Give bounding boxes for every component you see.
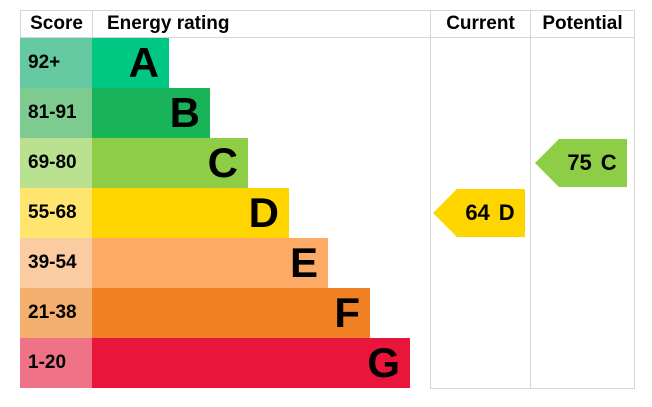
- header-potential-label: Potential: [542, 13, 623, 34]
- score-range: 92+: [28, 52, 61, 73]
- score-range: 21-38: [28, 302, 77, 323]
- band-bar: F: [92, 288, 370, 338]
- score-cell: 55-68: [20, 188, 92, 238]
- score-cell: 92+: [20, 38, 92, 88]
- band-bar: B: [92, 88, 210, 138]
- band-bar: D: [92, 188, 289, 238]
- band-letter: F: [334, 289, 360, 336]
- score-cell: 21-38: [20, 288, 92, 338]
- band-bar: A: [92, 38, 169, 88]
- potential-score-value: 75: [567, 150, 592, 175]
- band-letter: E: [289, 239, 318, 286]
- header-potential: Potential: [530, 10, 635, 38]
- score-range: 39-54: [28, 252, 77, 273]
- band-row: 81-91 B: [20, 88, 210, 138]
- score-range: 55-68: [28, 202, 77, 223]
- band-row: 39-54 E: [20, 238, 328, 288]
- band-row: 55-68 D: [20, 188, 289, 238]
- band-letter: A: [128, 39, 159, 86]
- band-bar: G: [92, 338, 410, 388]
- band-row: 92+ A: [20, 38, 169, 88]
- band-row: 21-38 F: [20, 288, 370, 338]
- band-bar: C: [92, 138, 248, 188]
- header-score-label: Score: [30, 13, 83, 34]
- potential-band-letter: C: [600, 150, 617, 175]
- header-score: Score: [20, 10, 92, 38]
- header-current-label: Current: [446, 13, 515, 34]
- band-letter: B: [169, 89, 200, 136]
- header-energy-rating: Energy rating: [92, 10, 430, 38]
- potential-column: [530, 38, 635, 389]
- band-row: 69-80 C: [20, 138, 248, 188]
- score-range: 1-20: [28, 352, 67, 373]
- header-energy-rating-label: Energy rating: [107, 13, 230, 34]
- score-range: 69-80: [28, 152, 77, 173]
- band-bar: E: [92, 238, 328, 288]
- band-letter: C: [207, 139, 238, 186]
- band-letter: G: [367, 339, 400, 386]
- current-score-value: 64: [465, 200, 490, 225]
- header-current: Current: [430, 10, 530, 38]
- band-letter: D: [248, 189, 279, 236]
- current-band-letter: D: [498, 200, 515, 225]
- score-range: 81-91: [28, 102, 77, 123]
- band-row: 1-20 G: [20, 338, 410, 388]
- score-cell: 1-20: [20, 338, 92, 388]
- score-cell: 81-91: [20, 88, 92, 138]
- score-cell: 39-54: [20, 238, 92, 288]
- score-cell: 69-80: [20, 138, 92, 188]
